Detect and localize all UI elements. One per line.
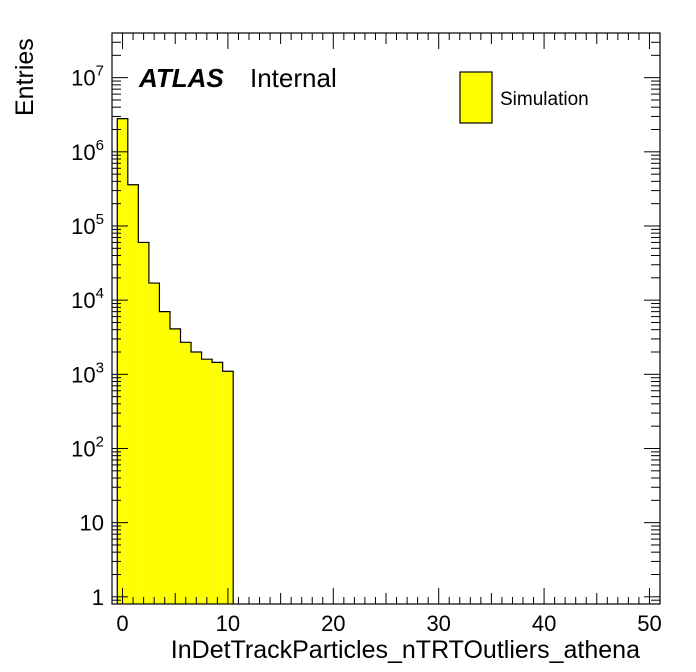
legend: Simulation xyxy=(459,71,589,124)
x-tick-label: 30 xyxy=(426,611,450,636)
histogram-bar xyxy=(127,184,139,605)
x-tick-label: 50 xyxy=(637,611,661,636)
y-tick-label: 102 xyxy=(71,433,104,461)
atlas-label: ATLAS xyxy=(138,63,224,93)
histogram-bar xyxy=(138,242,149,604)
histogram-bar xyxy=(169,328,181,604)
x-tick-label: 40 xyxy=(532,611,556,636)
tick-labels: 0 10 20 30 40 50 1 10 102 103 104 105 106 107 xyxy=(71,63,662,636)
legend-swatch xyxy=(459,71,493,124)
histogram-bar xyxy=(180,342,192,604)
x-tick-label: 20 xyxy=(321,611,345,636)
histogram-bar xyxy=(222,371,234,604)
histogram-outline xyxy=(116,118,234,604)
y-tick-label: 107 xyxy=(71,63,104,91)
y-tick-label: 105 xyxy=(71,211,104,239)
histogram-bar xyxy=(148,283,160,604)
legend-entry-simulation: Simulation xyxy=(500,89,589,110)
histogram-bar xyxy=(212,362,223,604)
histogram-bars xyxy=(117,118,234,605)
histogram-bar xyxy=(201,359,213,604)
y-tick-label: 103 xyxy=(71,359,104,387)
histogram-bar xyxy=(191,351,202,604)
y-tick-label: 106 xyxy=(71,137,104,165)
y-axis-title: Entries xyxy=(11,38,39,116)
histogram-bar xyxy=(117,118,128,605)
axis-ticks xyxy=(111,32,661,605)
x-tick-label: 0 xyxy=(116,611,128,636)
x-tick-label: 10 xyxy=(216,611,240,636)
y-tick-label: 104 xyxy=(71,285,104,313)
y-tick-label: 1 xyxy=(92,585,104,610)
internal-label: Internal xyxy=(250,63,337,93)
x-axis-title: InDetTrackParticles_nTRTOutliers_athena xyxy=(171,636,640,664)
histogram-bar xyxy=(159,311,170,604)
y-tick-label: 10 xyxy=(80,511,104,536)
